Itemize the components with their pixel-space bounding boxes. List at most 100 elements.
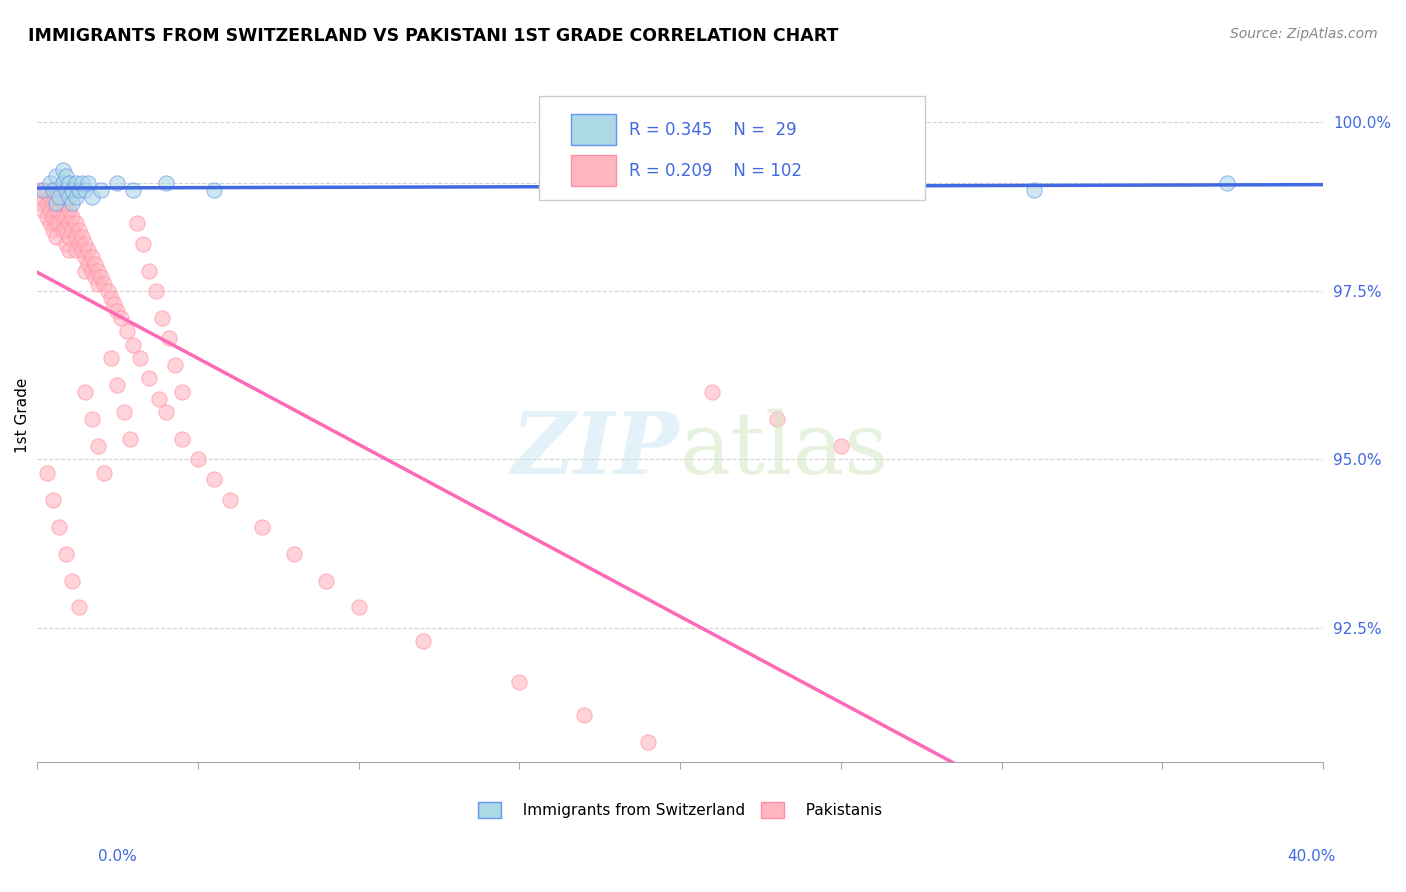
Point [155, 405, 177, 419]
Point [35, 210, 58, 224]
Point [120, 432, 142, 446]
Point [83, 270, 105, 285]
Point [32, 183, 55, 197]
Point [508, 674, 530, 689]
Point [80, 412, 103, 426]
Point [87, 439, 110, 453]
Point [45, 196, 67, 211]
Point [35, 183, 58, 197]
Point [52, 162, 75, 177]
Point [52, 176, 75, 190]
Point [155, 176, 177, 190]
Point [45, 183, 67, 197]
Point [128, 351, 150, 366]
Point [48, 519, 70, 533]
Point [90, 270, 112, 285]
Point [55, 547, 77, 561]
Point [58, 189, 80, 203]
Point [42, 210, 65, 224]
Point [80, 250, 103, 264]
Point [70, 244, 93, 258]
Point [60, 223, 83, 237]
Text: Source: ZipAtlas.com: Source: ZipAtlas.com [1230, 27, 1378, 41]
Point [58, 230, 80, 244]
Point [52, 210, 75, 224]
Text: ZIP: ZIP [512, 409, 681, 491]
Point [42, 492, 65, 507]
Point [105, 378, 128, 392]
Point [202, 473, 225, 487]
Point [48, 189, 70, 203]
Point [93, 277, 115, 292]
Point [112, 405, 135, 419]
Legend:   Immigrants from Switzerland,   Pakistanis: Immigrants from Switzerland, Pakistanis [472, 796, 889, 824]
Point [87, 277, 110, 292]
Point [572, 708, 595, 723]
Point [157, 331, 180, 345]
Point [45, 202, 67, 217]
Point [702, 384, 724, 399]
Point [65, 176, 87, 190]
Point [250, 519, 273, 533]
Point [412, 634, 434, 648]
Text: IMMIGRANTS FROM SWITZERLAND VS PAKISTANI 1ST GRADE CORRELATION CHART: IMMIGRANTS FROM SWITZERLAND VS PAKISTANI… [28, 27, 838, 45]
Point [32, 189, 55, 203]
Point [55, 169, 77, 184]
Point [77, 257, 100, 271]
Point [38, 189, 60, 203]
Point [65, 217, 87, 231]
Point [55, 223, 77, 237]
Point [60, 210, 83, 224]
Point [67, 600, 90, 615]
Point [115, 324, 138, 338]
Point [80, 263, 103, 277]
Point [42, 223, 65, 237]
Point [77, 176, 100, 190]
Point [315, 574, 337, 588]
Point [125, 217, 148, 231]
Point [45, 230, 67, 244]
Point [55, 210, 77, 224]
Point [32, 202, 55, 217]
Point [105, 176, 128, 190]
Point [70, 230, 93, 244]
Point [55, 196, 77, 211]
Point [170, 432, 193, 446]
Point [187, 452, 209, 467]
Point [87, 263, 110, 277]
Point [138, 263, 160, 277]
FancyBboxPatch shape [571, 114, 616, 145]
Text: R = 0.209    N = 102: R = 0.209 N = 102 [628, 161, 801, 179]
Point [110, 310, 132, 325]
Point [42, 183, 65, 197]
Point [138, 371, 160, 385]
Point [58, 176, 80, 190]
Point [67, 236, 90, 251]
Point [60, 574, 83, 588]
Point [70, 176, 93, 190]
Point [100, 351, 122, 366]
Point [45, 169, 67, 184]
Point [637, 735, 659, 749]
Point [48, 202, 70, 217]
Point [202, 183, 225, 197]
Point [170, 384, 193, 399]
Point [219, 492, 242, 507]
Point [42, 183, 65, 197]
Point [65, 244, 87, 258]
Point [65, 230, 87, 244]
Point [122, 183, 145, 197]
Point [58, 244, 80, 258]
Point [30, 183, 52, 197]
Point [83, 257, 105, 271]
Point [38, 202, 60, 217]
FancyBboxPatch shape [538, 96, 925, 201]
Point [75, 263, 97, 277]
Point [67, 223, 90, 237]
Point [38, 176, 60, 190]
Point [52, 196, 75, 211]
Point [60, 196, 83, 211]
Point [132, 236, 155, 251]
Point [42, 196, 65, 211]
Point [48, 217, 70, 231]
